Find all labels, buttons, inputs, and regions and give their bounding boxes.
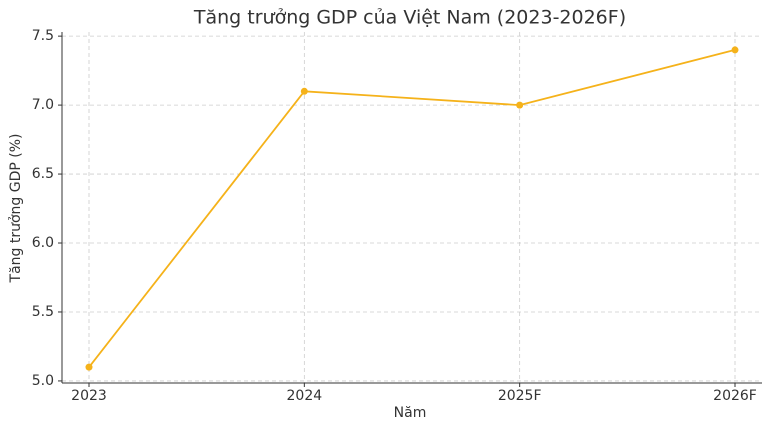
y-tick-label: 7.0 <box>32 97 54 113</box>
chart-title: Tăng trưởng GDP của Việt Nam (2023-2026F… <box>193 7 626 29</box>
y-tick-label: 6.0 <box>32 235 54 251</box>
x-tick-label: 2023 <box>71 388 107 404</box>
y-axis-label: Tăng trưởng GDP (%) <box>8 134 24 284</box>
y-tick-label: 6.5 <box>32 166 54 182</box>
x-axis-label: Năm <box>394 405 427 421</box>
data-point <box>85 363 93 371</box>
data-line <box>88 49 736 368</box>
data-point <box>731 46 739 54</box>
y-tick-label: 7.5 <box>32 28 54 44</box>
data-point <box>300 87 308 95</box>
x-tick-label: 2025F <box>498 388 542 404</box>
data-point <box>516 101 524 109</box>
x-tick-label: 2024 <box>287 388 323 404</box>
y-tick-label: 5.0 <box>32 373 54 389</box>
y-tick-label: 5.5 <box>32 304 54 320</box>
x-tick-label: 2026F <box>713 388 757 404</box>
